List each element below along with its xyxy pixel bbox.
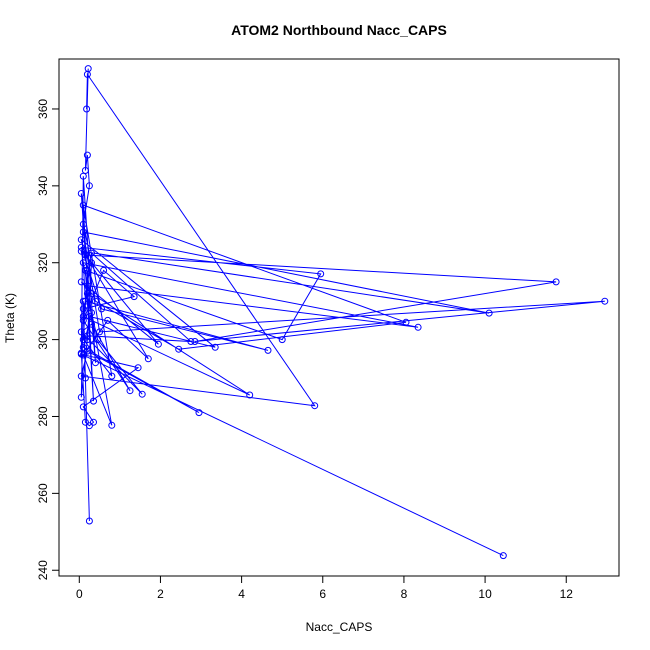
data-point bbox=[79, 201, 87, 209]
data-point bbox=[85, 182, 93, 190]
data-point bbox=[90, 418, 97, 426]
data-point bbox=[317, 270, 325, 278]
data-point bbox=[246, 391, 254, 399]
data-point bbox=[94, 336, 102, 344]
data-point bbox=[79, 336, 87, 344]
data-point bbox=[79, 228, 87, 236]
data-point bbox=[187, 338, 195, 345]
data-point bbox=[499, 552, 507, 560]
data-point bbox=[278, 336, 286, 344]
data-point bbox=[88, 259, 95, 267]
data-point bbox=[601, 297, 609, 305]
data-point bbox=[175, 345, 183, 353]
data-point bbox=[79, 172, 87, 180]
data-point bbox=[83, 290, 91, 297]
data-point bbox=[79, 220, 87, 228]
data-point bbox=[88, 309, 95, 317]
y-axis-label: Theta (K) bbox=[3, 293, 17, 343]
data-point bbox=[100, 266, 108, 274]
data-point bbox=[77, 372, 85, 380]
x-tick-label: 6 bbox=[319, 587, 326, 601]
data-point bbox=[81, 374, 89, 382]
data-point bbox=[79, 316, 87, 324]
data-point bbox=[79, 259, 87, 267]
x-axis-label: Nacc_CAPS bbox=[306, 620, 373, 634]
data-point bbox=[83, 70, 91, 78]
y-tick-label: 360 bbox=[36, 99, 50, 119]
data-point bbox=[414, 323, 422, 331]
series-group bbox=[77, 65, 609, 560]
data-point bbox=[138, 390, 146, 398]
data-point bbox=[77, 243, 85, 251]
y-tick-label: 320 bbox=[36, 252, 50, 272]
x-tick-label: 0 bbox=[76, 587, 83, 601]
data-point bbox=[195, 409, 203, 417]
data-point bbox=[79, 305, 87, 313]
x-tick-label: 10 bbox=[478, 587, 492, 601]
data-point bbox=[144, 355, 152, 363]
data-point bbox=[311, 402, 319, 410]
x-tick-label: 12 bbox=[560, 587, 574, 601]
data-point bbox=[191, 338, 199, 345]
data-point bbox=[104, 316, 112, 324]
data-point bbox=[77, 278, 85, 286]
data-point bbox=[264, 346, 272, 354]
data-point bbox=[88, 249, 95, 257]
data-point bbox=[83, 347, 91, 355]
data-point bbox=[85, 422, 93, 430]
data-point bbox=[77, 247, 85, 255]
y-tick-label: 300 bbox=[36, 329, 50, 349]
data-point bbox=[85, 313, 93, 320]
data-point bbox=[108, 421, 116, 429]
data-point bbox=[83, 336, 91, 344]
data-point bbox=[211, 343, 219, 351]
series-line bbox=[80, 68, 605, 557]
y-tick-label: 280 bbox=[36, 406, 50, 426]
data-point bbox=[88, 320, 95, 328]
data-point bbox=[79, 297, 87, 305]
data-point bbox=[85, 517, 93, 525]
data-point bbox=[77, 393, 85, 401]
data-point bbox=[88, 290, 95, 297]
y-axis: 240 260 280 300 320 340 360 bbox=[36, 99, 60, 580]
y-tick-label: 260 bbox=[36, 483, 50, 503]
data-point bbox=[402, 318, 410, 326]
data-point bbox=[154, 340, 162, 348]
data-point bbox=[81, 418, 89, 426]
data-point bbox=[81, 266, 89, 274]
data-point bbox=[77, 190, 85, 197]
x-tick-label: 4 bbox=[238, 587, 245, 601]
data-point bbox=[98, 305, 106, 313]
data-point bbox=[130, 293, 138, 301]
data-point bbox=[83, 105, 91, 113]
data-point bbox=[92, 359, 99, 367]
y-tick-label: 340 bbox=[36, 176, 50, 196]
data-point bbox=[77, 350, 85, 358]
chart-title: ATOM2 Northbound Nacc_CAPS bbox=[231, 22, 447, 38]
x-axis: 0 2 4 6 8 10 12 bbox=[76, 575, 574, 601]
data-point bbox=[92, 297, 99, 305]
data-point bbox=[77, 236, 85, 244]
data-point bbox=[81, 297, 89, 305]
data-point bbox=[108, 372, 116, 380]
y-tick-label: 240 bbox=[36, 560, 50, 580]
data-point bbox=[90, 397, 97, 405]
data-point bbox=[79, 403, 87, 411]
data-point bbox=[83, 266, 91, 274]
data-point bbox=[77, 328, 85, 336]
data-point bbox=[96, 328, 104, 336]
data-point bbox=[83, 151, 91, 159]
data-point bbox=[485, 309, 493, 317]
data-point bbox=[83, 332, 91, 340]
data-point bbox=[83, 282, 91, 290]
x-tick-label: 2 bbox=[157, 587, 164, 601]
data-point bbox=[134, 364, 142, 372]
data-point bbox=[552, 278, 560, 286]
data-point bbox=[126, 387, 134, 395]
data-point bbox=[81, 251, 89, 259]
x-tick-label: 8 bbox=[401, 587, 408, 601]
